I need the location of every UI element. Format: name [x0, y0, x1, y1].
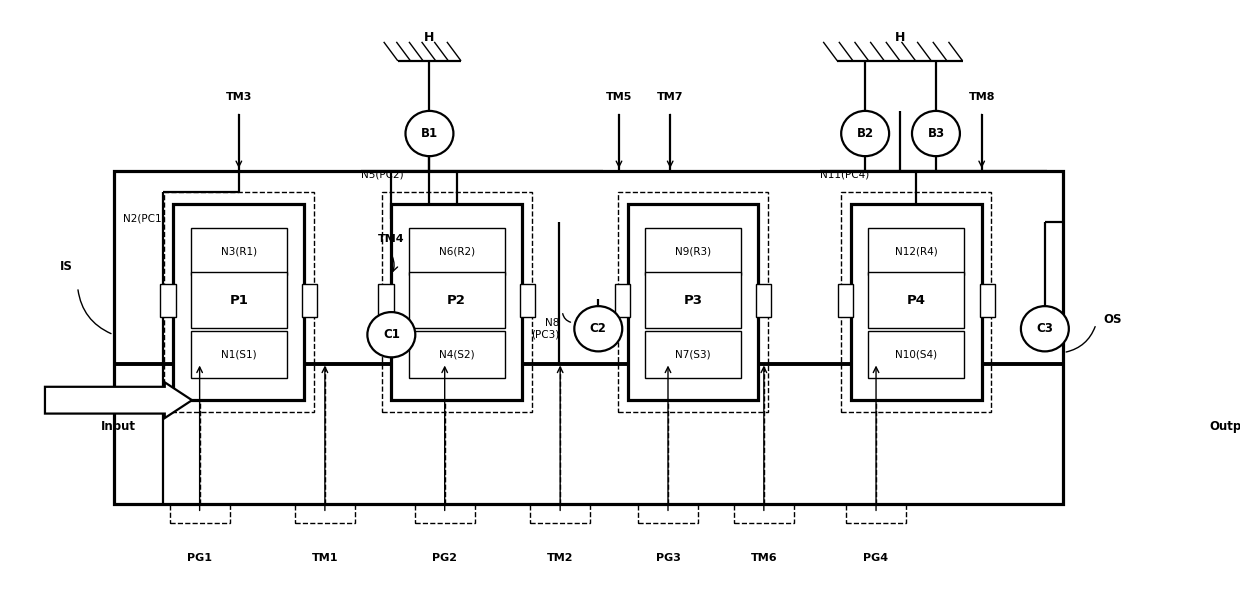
Bar — [378, 284, 393, 316]
Text: TM8: TM8 — [968, 91, 994, 102]
Ellipse shape — [1021, 306, 1069, 352]
Text: TM4: TM4 — [378, 234, 404, 245]
Bar — [170, 504, 229, 523]
Text: N5(PC2): N5(PC2) — [361, 169, 403, 179]
Ellipse shape — [367, 312, 415, 358]
Text: N9(R3): N9(R3) — [675, 246, 711, 257]
Bar — [191, 331, 286, 378]
Text: C3: C3 — [1037, 322, 1053, 335]
Text: C1: C1 — [383, 328, 399, 341]
Bar — [174, 204, 304, 400]
Bar — [191, 272, 286, 328]
Bar — [645, 331, 742, 378]
Text: N7(S3): N7(S3) — [676, 349, 711, 359]
Bar — [645, 272, 742, 328]
Text: N11(PC4): N11(PC4) — [821, 169, 869, 179]
Text: TM1: TM1 — [311, 553, 339, 563]
Polygon shape — [45, 382, 192, 418]
Ellipse shape — [405, 111, 454, 156]
Bar — [627, 204, 759, 400]
Bar — [615, 284, 630, 316]
Bar — [409, 331, 505, 378]
Bar — [841, 192, 992, 412]
Text: PG3: PG3 — [656, 553, 681, 563]
Text: IS: IS — [61, 260, 73, 273]
Bar — [645, 228, 742, 275]
Text: TM7: TM7 — [657, 91, 683, 102]
Text: N12(R4): N12(R4) — [895, 246, 937, 257]
Bar — [414, 504, 475, 523]
Text: Input: Input — [100, 420, 135, 434]
Bar — [618, 192, 769, 412]
Text: N6(R2): N6(R2) — [439, 246, 475, 257]
Bar — [846, 504, 906, 523]
Ellipse shape — [911, 111, 960, 156]
Bar — [295, 504, 355, 523]
Bar — [409, 228, 505, 275]
Text: Output: Output — [1209, 420, 1240, 434]
Text: P2: P2 — [448, 294, 466, 307]
Bar — [531, 504, 590, 523]
Bar — [980, 284, 994, 316]
Text: N4(S2): N4(S2) — [439, 349, 475, 359]
Text: N2(PC1): N2(PC1) — [124, 213, 166, 224]
Bar — [164, 192, 314, 412]
Bar — [868, 228, 965, 275]
Ellipse shape — [841, 111, 889, 156]
Text: TM6: TM6 — [750, 553, 777, 563]
Text: N1(S1): N1(S1) — [221, 349, 257, 359]
Text: P3: P3 — [683, 294, 703, 307]
Ellipse shape — [574, 306, 622, 352]
Text: B2: B2 — [857, 127, 874, 140]
Text: B1: B1 — [420, 127, 438, 140]
Bar — [520, 284, 536, 316]
Bar — [303, 284, 317, 316]
Text: TM2: TM2 — [547, 553, 573, 563]
Text: N3(R1): N3(R1) — [221, 246, 257, 257]
Bar — [868, 331, 965, 378]
Bar — [851, 204, 982, 400]
Bar — [838, 284, 853, 316]
Bar — [392, 204, 522, 400]
Text: TM5: TM5 — [606, 91, 632, 102]
Text: PG4: PG4 — [863, 553, 889, 563]
Text: B3: B3 — [928, 127, 945, 140]
Polygon shape — [1162, 382, 1240, 418]
Text: P4: P4 — [906, 294, 926, 307]
Text: N8
(PC3): N8 (PC3) — [531, 318, 559, 340]
Bar — [734, 504, 794, 523]
Bar — [191, 228, 286, 275]
Text: H: H — [424, 30, 435, 44]
Bar — [639, 504, 698, 523]
Text: TM3: TM3 — [226, 91, 252, 102]
Bar — [756, 284, 771, 316]
Bar — [409, 272, 505, 328]
Text: P1: P1 — [229, 294, 248, 307]
Bar — [160, 284, 176, 316]
Bar — [382, 192, 532, 412]
Bar — [868, 272, 965, 328]
Bar — [114, 171, 1064, 504]
Text: N10(S4): N10(S4) — [895, 349, 937, 359]
Text: C2: C2 — [590, 322, 606, 335]
Text: OS: OS — [1104, 313, 1122, 327]
Text: PG2: PG2 — [433, 553, 458, 563]
Text: PG1: PG1 — [187, 553, 212, 563]
Text: H: H — [895, 30, 905, 44]
